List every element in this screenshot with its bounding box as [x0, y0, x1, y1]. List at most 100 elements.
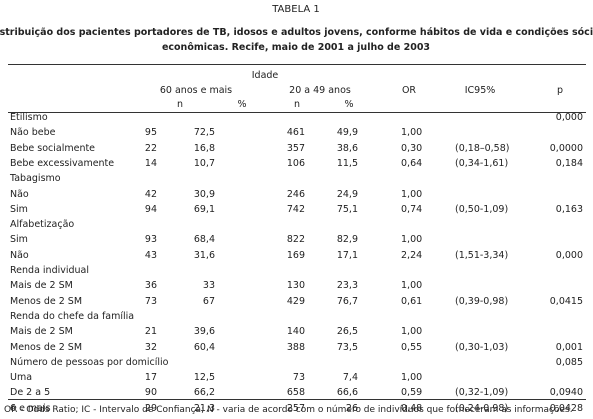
rule	[8, 64, 586, 65]
footnote: OR - Odds Ratio; IC - Intervalo de Confi…	[4, 405, 573, 415]
cell: 76,7	[336, 295, 358, 307]
header-cell: IC95%	[464, 85, 496, 96]
cell: 0,000	[555, 112, 583, 123]
cell: 21,3	[193, 402, 215, 414]
row-label: Não	[10, 188, 29, 200]
row-label: Número de pessoas por domicílio	[10, 356, 169, 368]
cell: 140	[286, 326, 305, 338]
row-label: Tabagismo	[10, 173, 61, 185]
cell: 22	[144, 142, 157, 154]
cell: 1,00	[401, 127, 423, 139]
cell: 66,6	[336, 387, 358, 399]
cell: (1,51-3,34)	[455, 249, 509, 261]
cell: (0,18–0,58)	[455, 142, 510, 154]
cell: 0,61	[401, 295, 423, 307]
cell: 742	[286, 203, 305, 215]
cell: (0,24-0,98)	[455, 402, 509, 414]
cell: 30,9	[193, 188, 215, 200]
cell: 0,184	[555, 157, 583, 169]
cell: 0,74	[401, 203, 423, 215]
cell: 246	[286, 188, 305, 200]
cell: 17	[144, 372, 157, 384]
header-cell: p	[556, 85, 564, 96]
cell: 73,5	[336, 341, 358, 353]
table-title: TABELA 1	[272, 4, 320, 15]
cell: 0,0000	[549, 142, 583, 154]
row-label: Renda individual	[10, 265, 90, 276]
cell: 67	[202, 295, 215, 307]
header-cell: 20 a 49 anos	[289, 85, 351, 96]
cell: 429	[286, 295, 305, 307]
cell: 106	[286, 157, 305, 169]
cell: 12,5	[193, 372, 215, 384]
cell: 0,001	[555, 341, 583, 353]
cell: (0,32-1,09)	[455, 387, 509, 399]
row-label: Não bebe	[10, 127, 56, 139]
cell: (0,39-0,98)	[455, 295, 509, 307]
row-label: Etilismo	[10, 112, 48, 123]
caption-line: econômicas. Recife, maio de 2001 a julho…	[161, 42, 431, 53]
header-cell: OR	[401, 85, 417, 96]
cell: 822	[286, 234, 305, 246]
header-cell: n	[293, 99, 301, 110]
cell: 1,00	[401, 188, 423, 200]
cell: 43	[144, 249, 157, 261]
cell: 0,30	[401, 142, 423, 154]
cell: 93	[144, 234, 157, 246]
row-label: 6 e mais	[10, 402, 51, 414]
cell: 49,9	[336, 127, 358, 139]
cell: 2,24	[401, 249, 423, 261]
cell: 32	[144, 341, 157, 353]
cell: 0,000	[555, 249, 583, 261]
row-label: Menos de 2 SM	[10, 295, 83, 307]
cell: 29	[144, 402, 157, 414]
cell: 38,6	[336, 142, 358, 154]
row-label: Renda do chefe da família	[10, 310, 135, 322]
cell: 21	[144, 326, 157, 338]
cell: 90	[144, 387, 157, 399]
row-label: Menos de 2 SM	[10, 341, 83, 353]
cell: 169	[286, 249, 305, 261]
cell: 1,00	[401, 372, 423, 384]
cell: 7,4	[342, 372, 358, 384]
caption-line: Distribuição dos pacientes portadores de…	[0, 27, 593, 38]
header-cell: %	[237, 99, 247, 110]
cell: (0,30-1,03)	[455, 341, 509, 353]
cell: 0,163	[555, 203, 583, 215]
cell: 95	[144, 127, 157, 139]
cell: 388	[286, 341, 305, 353]
cell: 0,0428	[549, 402, 583, 414]
row-label: Não	[10, 249, 29, 261]
cell: 17,1	[336, 249, 358, 261]
cell: 1,00	[401, 234, 423, 246]
cell: 0,59	[401, 387, 423, 399]
cell: 73	[144, 295, 157, 307]
cell: 36	[144, 280, 157, 292]
cell: 68,4	[193, 234, 215, 246]
rule	[8, 399, 586, 400]
cell: 26	[345, 402, 358, 414]
cell: 33	[202, 280, 215, 292]
cell: 60,4	[193, 341, 215, 353]
cell: 23,3	[336, 280, 358, 292]
cell: 1,00	[401, 280, 423, 292]
cell: 11,5	[336, 157, 358, 169]
cell: 72,5	[193, 127, 215, 139]
cell: 0,48	[401, 402, 423, 414]
row-label: Sim	[10, 203, 28, 215]
cell: 461	[286, 127, 305, 139]
cell: 82,9	[336, 234, 358, 246]
header-cell: n	[176, 99, 184, 110]
header-cell: Idade	[251, 70, 279, 81]
cell: 39,6	[193, 326, 215, 338]
cell: 14	[144, 157, 157, 169]
row-label: Bebe excessivamente	[10, 157, 115, 169]
cell: 75,1	[336, 203, 358, 215]
cell: 94	[144, 203, 157, 215]
row-label: Mais de 2 SM	[10, 280, 73, 292]
cell: 257	[286, 402, 305, 414]
cell: 31,6	[193, 249, 215, 261]
row-label: Alfabetização	[10, 219, 75, 231]
cell: 69,1	[193, 203, 215, 215]
